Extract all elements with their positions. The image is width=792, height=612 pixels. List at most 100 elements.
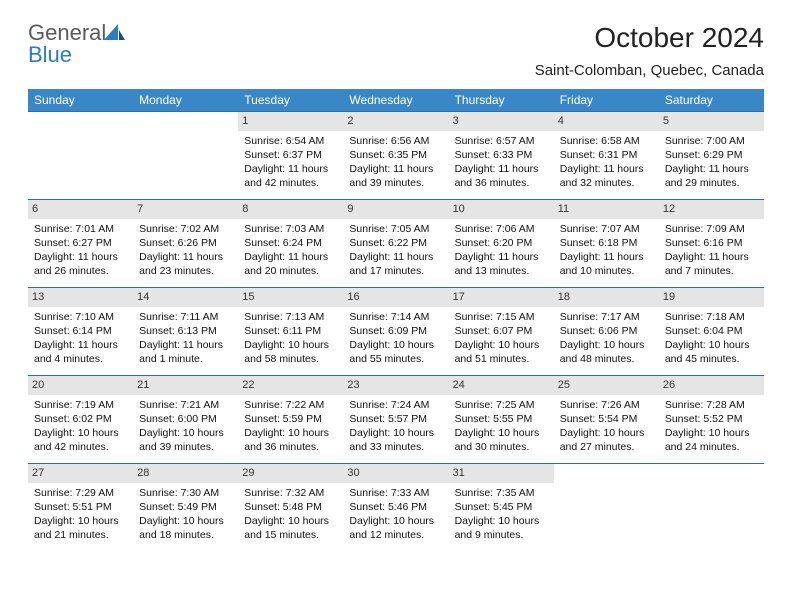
sunset-text: Sunset: 6:31 PM bbox=[560, 148, 653, 162]
sunrise-text: Sunrise: 7:07 AM bbox=[560, 222, 653, 236]
day-number: 31 bbox=[449, 464, 554, 483]
day-number: 26 bbox=[659, 376, 764, 395]
day-number: 9 bbox=[343, 200, 448, 219]
daylight1-text: Daylight: 10 hours bbox=[455, 338, 548, 352]
sunrise-text: Sunrise: 7:14 AM bbox=[349, 310, 442, 324]
day-number: 30 bbox=[343, 464, 448, 483]
calendar-day-cell bbox=[554, 464, 659, 552]
daylight1-text: Daylight: 11 hours bbox=[244, 250, 337, 264]
sunset-text: Sunset: 5:54 PM bbox=[560, 412, 653, 426]
daylight2-text: and 13 minutes. bbox=[455, 264, 548, 278]
sunset-text: Sunset: 5:52 PM bbox=[665, 412, 758, 426]
sunrise-text: Sunrise: 7:30 AM bbox=[139, 486, 232, 500]
day-number: 23 bbox=[343, 376, 448, 395]
calendar-day-cell: 24Sunrise: 7:25 AMSunset: 5:55 PMDayligh… bbox=[449, 376, 554, 464]
daylight1-text: Daylight: 10 hours bbox=[455, 426, 548, 440]
sunrise-text: Sunrise: 7:35 AM bbox=[455, 486, 548, 500]
daylight2-text: and 29 minutes. bbox=[665, 176, 758, 190]
daylight2-text: and 21 minutes. bbox=[34, 528, 127, 542]
logo: General Blue bbox=[28, 22, 126, 66]
sunrise-text: Sunrise: 7:21 AM bbox=[139, 398, 232, 412]
sunset-text: Sunset: 5:46 PM bbox=[349, 500, 442, 514]
daylight2-text: and 18 minutes. bbox=[139, 528, 232, 542]
sunrise-text: Sunrise: 6:56 AM bbox=[349, 134, 442, 148]
calendar-week-row: 6Sunrise: 7:01 AMSunset: 6:27 PMDaylight… bbox=[28, 200, 764, 288]
day-header: Sunday bbox=[28, 89, 133, 112]
sunset-text: Sunset: 6:07 PM bbox=[455, 324, 548, 338]
sunset-text: Sunset: 5:49 PM bbox=[139, 500, 232, 514]
daylight1-text: Daylight: 10 hours bbox=[455, 514, 548, 528]
calendar-day-cell: 14Sunrise: 7:11 AMSunset: 6:13 PMDayligh… bbox=[133, 288, 238, 376]
day-number: 1 bbox=[238, 112, 343, 131]
daylight1-text: Daylight: 10 hours bbox=[665, 338, 758, 352]
calendar-day-cell: 12Sunrise: 7:09 AMSunset: 6:16 PMDayligh… bbox=[659, 200, 764, 288]
daylight2-text: and 36 minutes. bbox=[455, 176, 548, 190]
day-number: 10 bbox=[449, 200, 554, 219]
daylight1-text: Daylight: 10 hours bbox=[244, 426, 337, 440]
day-number: 29 bbox=[238, 464, 343, 483]
sunset-text: Sunset: 6:00 PM bbox=[139, 412, 232, 426]
sunrise-text: Sunrise: 7:28 AM bbox=[665, 398, 758, 412]
calendar-day-cell: 18Sunrise: 7:17 AMSunset: 6:06 PMDayligh… bbox=[554, 288, 659, 376]
calendar-day-cell: 6Sunrise: 7:01 AMSunset: 6:27 PMDaylight… bbox=[28, 200, 133, 288]
day-header-row: Sunday Monday Tuesday Wednesday Thursday… bbox=[28, 89, 764, 112]
day-number: 13 bbox=[28, 288, 133, 307]
day-header: Tuesday bbox=[238, 89, 343, 112]
sunrise-text: Sunrise: 7:19 AM bbox=[34, 398, 127, 412]
calendar-day-cell: 10Sunrise: 7:06 AMSunset: 6:20 PMDayligh… bbox=[449, 200, 554, 288]
daylight1-text: Daylight: 11 hours bbox=[455, 250, 548, 264]
calendar-day-cell: 22Sunrise: 7:22 AMSunset: 5:59 PMDayligh… bbox=[238, 376, 343, 464]
calendar-table: Sunday Monday Tuesday Wednesday Thursday… bbox=[28, 89, 764, 552]
header: General Blue October 2024 Saint-Colomban… bbox=[28, 22, 764, 79]
calendar-day-cell: 29Sunrise: 7:32 AMSunset: 5:48 PMDayligh… bbox=[238, 464, 343, 552]
daylight1-text: Daylight: 11 hours bbox=[665, 162, 758, 176]
calendar-day-cell: 3Sunrise: 6:57 AMSunset: 6:33 PMDaylight… bbox=[449, 112, 554, 200]
sunrise-text: Sunrise: 7:18 AM bbox=[665, 310, 758, 324]
daylight1-text: Daylight: 11 hours bbox=[349, 162, 442, 176]
logo-text: General Blue bbox=[28, 22, 106, 66]
sunrise-text: Sunrise: 7:17 AM bbox=[560, 310, 653, 324]
daylight2-text: and 32 minutes. bbox=[560, 176, 653, 190]
daylight2-text: and 48 minutes. bbox=[560, 352, 653, 366]
sunset-text: Sunset: 5:45 PM bbox=[455, 500, 548, 514]
daylight2-text: and 58 minutes. bbox=[244, 352, 337, 366]
sunset-text: Sunset: 6:22 PM bbox=[349, 236, 442, 250]
calendar-day-cell: 16Sunrise: 7:14 AMSunset: 6:09 PMDayligh… bbox=[343, 288, 448, 376]
daylight2-text: and 15 minutes. bbox=[244, 528, 337, 542]
sunrise-text: Sunrise: 7:13 AM bbox=[244, 310, 337, 324]
logo-word-1: General bbox=[28, 22, 106, 44]
sunrise-text: Sunrise: 7:10 AM bbox=[34, 310, 127, 324]
sunrise-text: Sunrise: 7:00 AM bbox=[665, 134, 758, 148]
sunrise-text: Sunrise: 7:22 AM bbox=[244, 398, 337, 412]
daylight2-text: and 42 minutes. bbox=[34, 440, 127, 454]
sunrise-text: Sunrise: 7:01 AM bbox=[34, 222, 127, 236]
calendar-week-row: 20Sunrise: 7:19 AMSunset: 6:02 PMDayligh… bbox=[28, 376, 764, 464]
day-number: 25 bbox=[554, 376, 659, 395]
calendar-day-cell bbox=[133, 112, 238, 200]
daylight1-text: Daylight: 11 hours bbox=[349, 250, 442, 264]
daylight1-text: Daylight: 11 hours bbox=[139, 338, 232, 352]
daylight2-text: and 24 minutes. bbox=[665, 440, 758, 454]
day-number: 28 bbox=[133, 464, 238, 483]
sunset-text: Sunset: 5:48 PM bbox=[244, 500, 337, 514]
sunrise-text: Sunrise: 7:09 AM bbox=[665, 222, 758, 236]
sunset-text: Sunset: 6:13 PM bbox=[139, 324, 232, 338]
day-number: 21 bbox=[133, 376, 238, 395]
daylight2-text: and 36 minutes. bbox=[244, 440, 337, 454]
daylight1-text: Daylight: 10 hours bbox=[560, 338, 653, 352]
day-number: 8 bbox=[238, 200, 343, 219]
calendar-week-row: 1Sunrise: 6:54 AMSunset: 6:37 PMDaylight… bbox=[28, 112, 764, 200]
daylight1-text: Daylight: 11 hours bbox=[560, 162, 653, 176]
daylight2-text: and 27 minutes. bbox=[560, 440, 653, 454]
sunrise-text: Sunrise: 7:26 AM bbox=[560, 398, 653, 412]
title-block: October 2024 Saint-Colomban, Quebec, Can… bbox=[535, 22, 764, 79]
calendar-day-cell: 21Sunrise: 7:21 AMSunset: 6:00 PMDayligh… bbox=[133, 376, 238, 464]
daylight1-text: Daylight: 10 hours bbox=[349, 426, 442, 440]
day-number: 4 bbox=[554, 112, 659, 131]
daylight1-text: Daylight: 11 hours bbox=[34, 338, 127, 352]
daylight1-text: Daylight: 11 hours bbox=[560, 250, 653, 264]
sunrise-text: Sunrise: 7:32 AM bbox=[244, 486, 337, 500]
calendar-day-cell: 26Sunrise: 7:28 AMSunset: 5:52 PMDayligh… bbox=[659, 376, 764, 464]
sunrise-text: Sunrise: 7:11 AM bbox=[139, 310, 232, 324]
daylight2-text: and 17 minutes. bbox=[349, 264, 442, 278]
